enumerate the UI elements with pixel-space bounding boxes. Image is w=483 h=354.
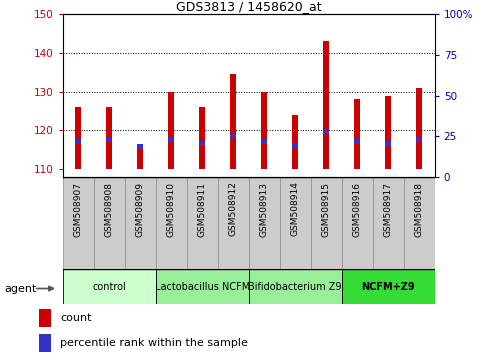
- Bar: [355, 139, 360, 144]
- Title: GDS3813 / 1458620_at: GDS3813 / 1458620_at: [176, 0, 322, 13]
- Text: GSM508917: GSM508917: [384, 182, 393, 236]
- Bar: [63, 269, 156, 304]
- Bar: [199, 107, 205, 169]
- Bar: [125, 177, 156, 269]
- Text: GSM508913: GSM508913: [260, 182, 269, 236]
- Bar: [404, 177, 435, 269]
- Bar: [169, 137, 174, 142]
- Text: agent: agent: [5, 284, 37, 293]
- Bar: [156, 177, 187, 269]
- Text: GSM508918: GSM508918: [415, 182, 424, 236]
- Bar: [355, 99, 360, 169]
- Bar: [75, 139, 81, 144]
- Text: Bifidobacterium Z9: Bifidobacterium Z9: [248, 282, 342, 292]
- Bar: [311, 177, 342, 269]
- Bar: [138, 148, 143, 169]
- Text: GSM508912: GSM508912: [229, 182, 238, 236]
- Bar: [39, 309, 51, 327]
- Text: GSM508911: GSM508911: [198, 182, 207, 236]
- Bar: [292, 115, 298, 169]
- Bar: [280, 177, 311, 269]
- Bar: [230, 133, 236, 138]
- Bar: [261, 139, 267, 144]
- Bar: [324, 130, 329, 135]
- Bar: [230, 74, 236, 169]
- Text: GSM508907: GSM508907: [74, 182, 83, 236]
- Bar: [94, 177, 125, 269]
- Bar: [385, 96, 391, 169]
- Bar: [324, 41, 329, 169]
- Bar: [249, 269, 342, 304]
- Bar: [187, 177, 218, 269]
- Text: GSM508915: GSM508915: [322, 182, 331, 236]
- Text: percentile rank within the sample: percentile rank within the sample: [60, 338, 248, 348]
- Bar: [342, 269, 435, 304]
- Bar: [169, 92, 174, 169]
- Bar: [416, 137, 422, 142]
- Bar: [156, 269, 249, 304]
- Text: GSM508916: GSM508916: [353, 182, 362, 236]
- Bar: [63, 177, 94, 269]
- Bar: [75, 107, 81, 169]
- Bar: [385, 141, 391, 146]
- Text: count: count: [60, 313, 92, 323]
- Bar: [138, 144, 143, 149]
- Bar: [106, 107, 112, 169]
- Bar: [106, 137, 112, 142]
- Text: GSM508909: GSM508909: [136, 182, 145, 236]
- Bar: [39, 334, 51, 352]
- Bar: [292, 143, 298, 148]
- Text: GSM508908: GSM508908: [105, 182, 114, 236]
- Bar: [218, 177, 249, 269]
- Text: Lactobacillus NCFM: Lactobacillus NCFM: [155, 282, 250, 292]
- Bar: [199, 141, 205, 145]
- Text: NCFM+Z9: NCFM+Z9: [361, 282, 415, 292]
- Bar: [249, 177, 280, 269]
- Bar: [416, 88, 422, 169]
- Bar: [373, 177, 404, 269]
- Text: control: control: [92, 282, 126, 292]
- Text: GSM508914: GSM508914: [291, 182, 300, 236]
- Bar: [261, 92, 267, 169]
- Text: GSM508910: GSM508910: [167, 182, 176, 236]
- Bar: [342, 177, 373, 269]
